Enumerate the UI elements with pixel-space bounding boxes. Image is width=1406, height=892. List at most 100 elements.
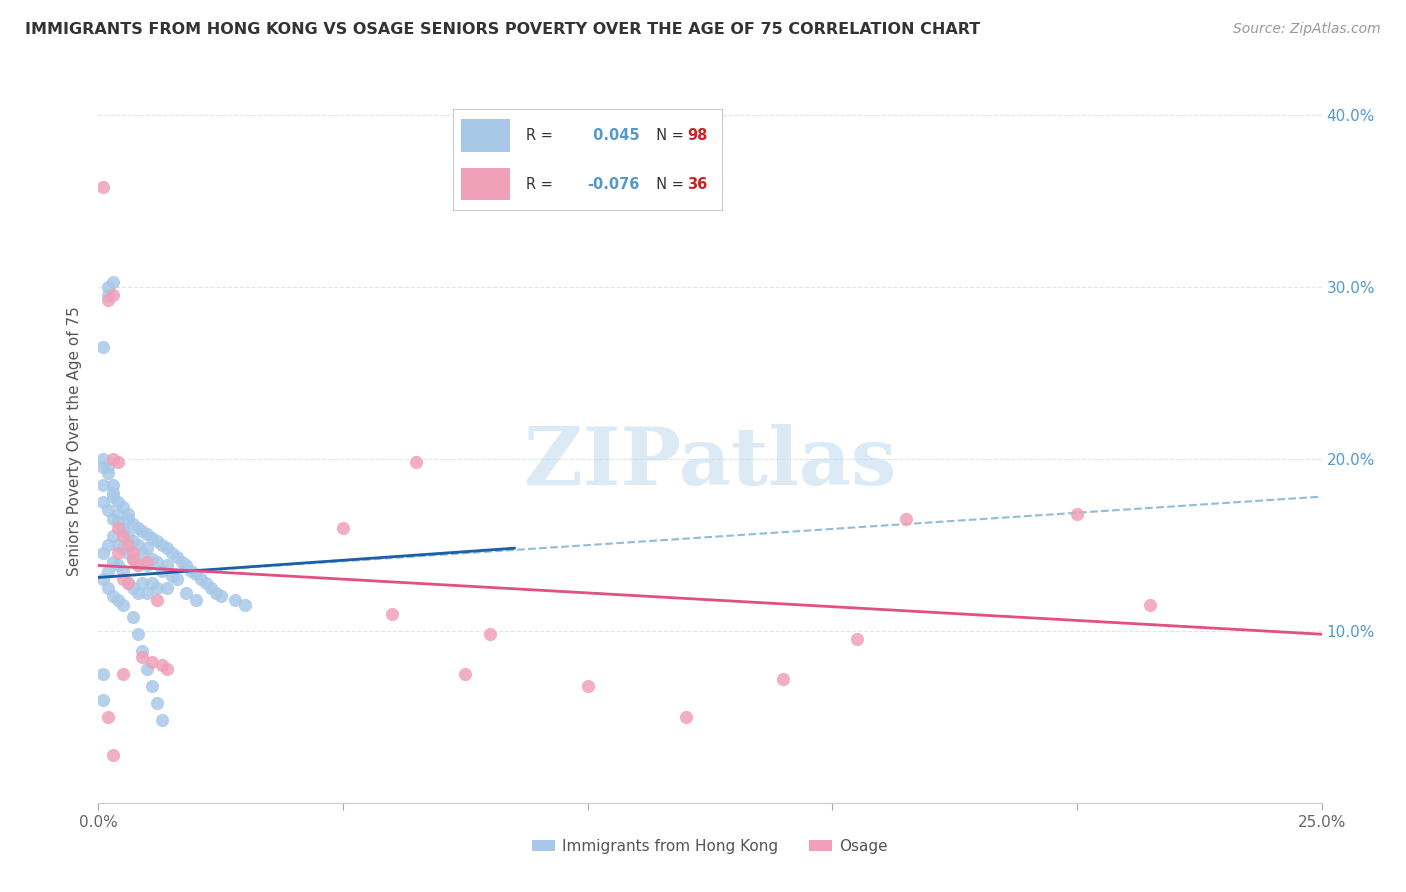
Point — [117, 575, 139, 590]
Point — [107, 538, 129, 552]
Point — [1139, 598, 1161, 612]
Point — [186, 567, 208, 582]
Point — [121, 546, 143, 560]
Point — [117, 575, 139, 590]
Point — [121, 551, 143, 566]
Point — [111, 520, 134, 534]
Point — [576, 679, 599, 693]
Point — [186, 592, 208, 607]
Point — [101, 747, 124, 762]
Point — [156, 558, 179, 573]
Point — [121, 517, 143, 532]
Point — [136, 541, 159, 556]
Point — [845, 632, 868, 647]
Point — [97, 288, 120, 302]
Point — [160, 546, 183, 560]
Point — [131, 524, 153, 538]
Text: Source: ZipAtlas.com: Source: ZipAtlas.com — [1233, 22, 1381, 37]
Point — [101, 555, 124, 569]
Point — [97, 503, 120, 517]
Point — [146, 581, 169, 595]
Point — [136, 555, 159, 569]
Point — [150, 538, 173, 552]
Point — [101, 529, 124, 543]
Point — [121, 534, 143, 549]
Point — [772, 672, 794, 686]
Point — [233, 598, 256, 612]
Point — [91, 692, 114, 706]
Point — [405, 455, 427, 469]
Point — [117, 546, 139, 560]
Point — [141, 575, 163, 590]
Point — [454, 666, 477, 681]
Point — [180, 564, 202, 578]
Point — [121, 610, 143, 624]
Point — [117, 529, 139, 543]
Point — [136, 662, 159, 676]
Point — [111, 524, 134, 538]
Point — [91, 494, 114, 508]
Point — [107, 558, 129, 573]
Point — [117, 507, 139, 521]
Point — [332, 520, 354, 534]
Point — [131, 546, 153, 560]
Point — [127, 558, 149, 573]
Point — [121, 581, 143, 595]
Point — [166, 549, 188, 564]
Point — [381, 607, 404, 621]
Point — [127, 586, 149, 600]
Point — [200, 581, 222, 595]
Point — [131, 644, 153, 658]
Point — [190, 572, 212, 586]
Point — [675, 710, 697, 724]
Point — [117, 512, 139, 526]
Point — [131, 649, 153, 664]
Text: ZIPatlas: ZIPatlas — [524, 425, 896, 502]
Point — [146, 555, 169, 569]
Point — [97, 466, 120, 480]
Point — [170, 555, 193, 569]
Point — [97, 710, 120, 724]
Point — [91, 666, 114, 681]
Point — [107, 546, 129, 560]
Point — [160, 568, 183, 582]
Point — [136, 527, 159, 541]
Point — [91, 546, 114, 560]
Point — [205, 586, 228, 600]
Point — [107, 455, 129, 469]
Point — [127, 520, 149, 534]
Point — [111, 598, 134, 612]
Point — [141, 679, 163, 693]
Point — [97, 538, 120, 552]
Point — [121, 551, 143, 566]
Point — [101, 288, 124, 302]
Point — [117, 538, 139, 552]
Point — [150, 713, 173, 727]
Point — [195, 575, 218, 590]
Point — [136, 586, 159, 600]
Point — [97, 460, 120, 475]
Point — [107, 592, 129, 607]
Point — [111, 541, 134, 556]
Point — [111, 500, 134, 514]
Point — [91, 340, 114, 354]
Point — [176, 586, 198, 600]
Point — [894, 512, 917, 526]
Point — [91, 180, 114, 194]
Point — [146, 592, 169, 607]
Point — [111, 666, 134, 681]
Point — [107, 516, 129, 530]
Point — [141, 655, 163, 669]
Point — [146, 696, 169, 710]
Point — [146, 534, 169, 549]
Point — [111, 564, 134, 578]
Point — [101, 451, 124, 466]
Point — [131, 575, 153, 590]
Point — [107, 494, 129, 508]
Point — [101, 477, 124, 491]
Point — [156, 581, 179, 595]
Point — [150, 658, 173, 673]
Y-axis label: Seniors Poverty Over the Age of 75: Seniors Poverty Over the Age of 75 — [67, 307, 83, 576]
Point — [224, 592, 246, 607]
Point — [478, 627, 501, 641]
